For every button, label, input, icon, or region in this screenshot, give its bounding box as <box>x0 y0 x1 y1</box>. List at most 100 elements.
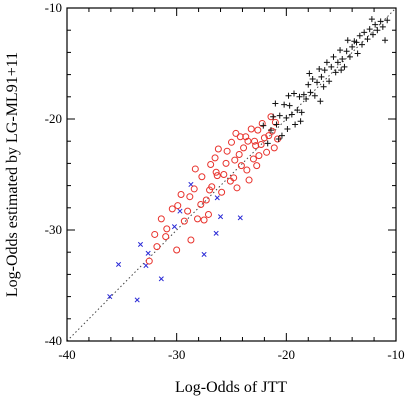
circle-point <box>220 171 228 178</box>
circle-point <box>213 172 221 180</box>
plus-point <box>346 53 353 60</box>
circle-point <box>173 246 181 254</box>
circle-point <box>257 141 265 149</box>
plus-point <box>309 76 316 83</box>
plus-point <box>298 109 305 116</box>
plus-point <box>273 121 280 128</box>
plus-point <box>337 47 344 54</box>
plus-point <box>307 89 314 96</box>
circle-point <box>186 193 194 201</box>
circle-point <box>226 177 234 185</box>
plus-point <box>341 63 348 70</box>
circle-point <box>235 151 243 159</box>
plus-point <box>320 83 327 90</box>
circle-point <box>212 168 220 176</box>
plus-point <box>305 81 312 88</box>
plus-point <box>377 18 384 25</box>
circle-point <box>263 148 271 156</box>
plus-point <box>343 48 350 55</box>
cross-point <box>107 294 113 300</box>
x-axis-title: Log-Odds of JTT <box>175 379 287 396</box>
plus-point <box>284 125 291 132</box>
circle-point <box>200 216 208 224</box>
y-tick-label: -40 <box>45 333 62 348</box>
plus-point <box>334 59 341 66</box>
tick-marks <box>66 7 397 342</box>
circle-point <box>207 161 215 169</box>
circle-point <box>206 186 214 194</box>
cross-point <box>177 208 183 214</box>
plus-point <box>369 31 376 38</box>
circle-point <box>177 190 185 198</box>
circle-point <box>184 207 192 215</box>
circle-point <box>163 225 171 233</box>
reference-diagonal <box>66 7 397 342</box>
circle-point <box>228 138 235 146</box>
plus-point <box>323 59 330 66</box>
plus-point <box>300 91 307 98</box>
circle-point <box>153 243 161 251</box>
circle-point <box>187 236 195 244</box>
circle-point <box>204 210 212 218</box>
circle-point <box>253 162 261 170</box>
plus-point <box>297 118 304 125</box>
circle-point <box>244 137 252 145</box>
plus-point <box>276 112 283 119</box>
plus-point <box>379 23 386 30</box>
plus-point <box>275 135 282 142</box>
plus-point <box>270 113 277 120</box>
circle-point <box>222 159 230 167</box>
circle-point <box>255 152 263 160</box>
plus-point <box>294 107 301 114</box>
plus-point <box>332 69 339 76</box>
plus-point <box>272 100 279 107</box>
plus-point <box>353 39 360 46</box>
cross-point <box>213 230 219 236</box>
y-tick-label: -10 <box>45 0 62 15</box>
circle-point <box>190 185 198 193</box>
circle-point <box>191 165 199 173</box>
tick-labels: -40 -30 -20 -10 -40 -30 -20 -10 <box>45 0 405 362</box>
circle-point <box>194 215 202 223</box>
circle-point <box>231 156 239 164</box>
circle-point <box>218 188 226 196</box>
circle-point <box>223 147 231 155</box>
circle-point <box>245 176 253 184</box>
circle-point <box>242 133 250 141</box>
plus-point <box>311 92 318 99</box>
cross-point <box>217 214 224 220</box>
circle-point <box>145 257 153 265</box>
circle-point <box>243 166 251 174</box>
circle-point <box>168 205 176 213</box>
plus-point <box>286 102 293 109</box>
circle-point <box>232 129 240 137</box>
plus-point <box>260 122 267 129</box>
plus-point <box>317 98 324 105</box>
plus-point <box>359 41 366 48</box>
plus-point <box>296 93 303 100</box>
y-axis-title: Log-Odds estimated by LG-ML91+11 <box>4 52 21 297</box>
plus-point <box>361 29 368 36</box>
cross-point <box>237 215 243 221</box>
circle-point <box>162 233 170 241</box>
plus-point <box>374 27 381 34</box>
circle-point <box>202 196 210 204</box>
circle-point <box>151 230 159 238</box>
plus-point <box>356 32 363 39</box>
plus-point <box>264 140 271 147</box>
circle-point <box>240 144 248 152</box>
plus-point <box>338 67 345 74</box>
circle-point <box>157 215 165 223</box>
cross-point <box>145 250 151 256</box>
circle-point <box>214 145 222 153</box>
circle-point <box>211 154 219 162</box>
plus-point <box>316 66 323 73</box>
circle-point <box>237 162 245 170</box>
circle-point <box>268 127 276 135</box>
plot-frame <box>66 7 397 342</box>
circle-point <box>260 134 268 142</box>
cross-point <box>134 297 140 303</box>
circle-point <box>236 133 244 141</box>
plus-point <box>339 56 346 63</box>
